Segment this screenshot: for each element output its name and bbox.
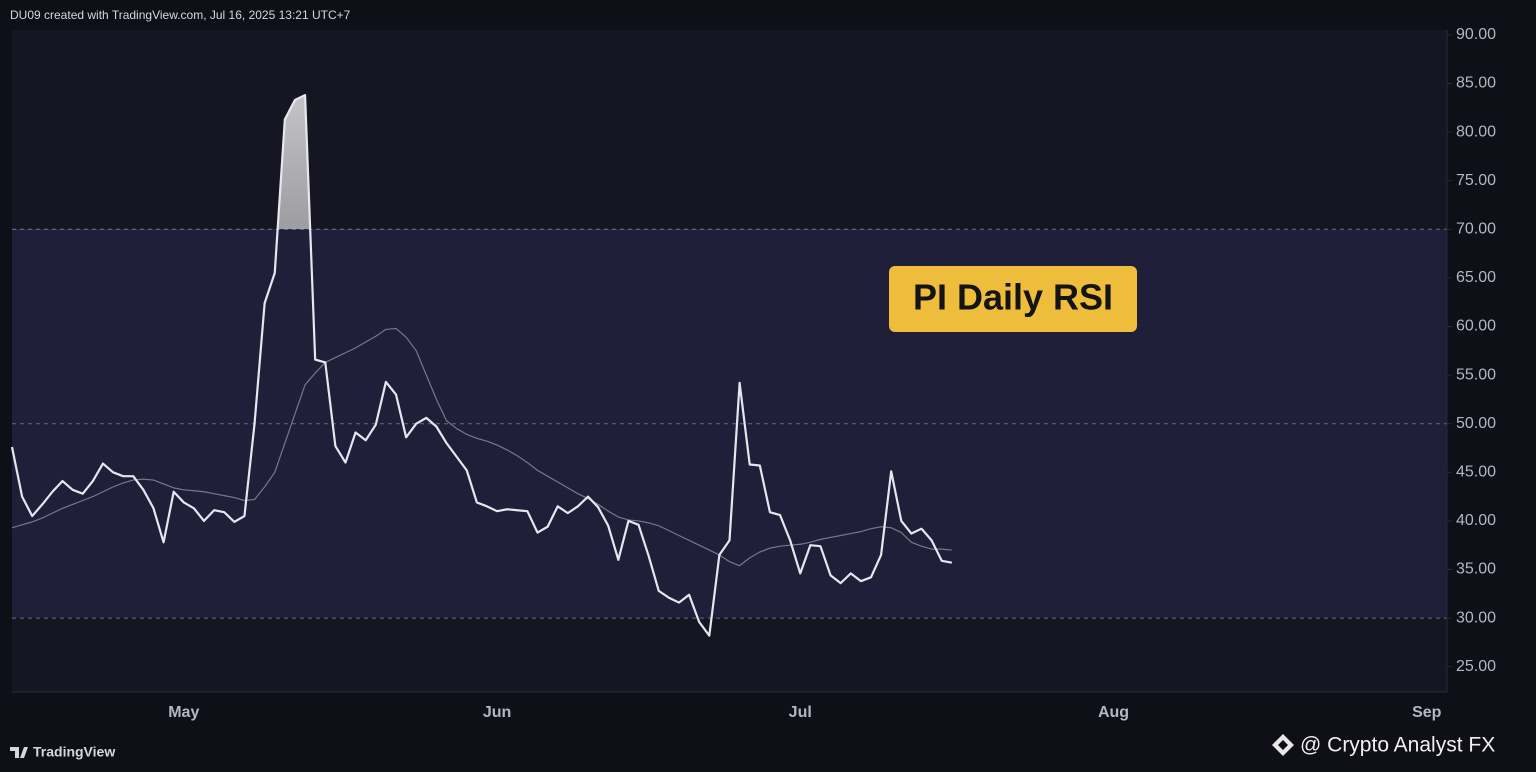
logo-icon [10, 747, 28, 758]
y-tick-label: 80.00 [1456, 123, 1496, 140]
footer-text: TradingView [33, 744, 115, 760]
y-tick-label: 40.00 [1456, 512, 1496, 529]
x-tick-label: Aug [1098, 704, 1129, 721]
annotation-text: PI Daily RSI [913, 277, 1113, 318]
x-tick-label: Jun [483, 704, 511, 721]
y-tick-label: 45.00 [1456, 464, 1496, 481]
x-tick-label: Sep [1412, 704, 1442, 721]
y-tick-label: 90.00 [1456, 26, 1496, 43]
y-tick-label: 30.00 [1456, 609, 1496, 626]
x-tick-label: Jul [789, 704, 812, 721]
footer-logo: TradingView [10, 744, 115, 760]
watermark: @ Crypto Analyst FX [1272, 734, 1495, 757]
y-tick-label: 60.00 [1456, 318, 1496, 335]
rsi-average-line [11, 327, 952, 567]
y-tick-label: 50.00 [1456, 415, 1496, 432]
rsi-line [10, 94, 953, 637]
y-tick-label: 65.00 [1456, 269, 1496, 286]
y-tick-label: 25.00 [1456, 658, 1496, 675]
watermark-icon [1272, 734, 1294, 756]
annotation: PI Daily RSI [889, 266, 1137, 332]
y-tick-label: 35.00 [1456, 561, 1496, 578]
watermark-text: @ Crypto Analyst FX [1300, 734, 1495, 757]
y-tick-label: 75.00 [1456, 172, 1496, 189]
annotation-box [889, 266, 1137, 332]
y-tick-label: 85.00 [1456, 75, 1496, 92]
header-text: DU09 created with TradingView.com, Jul 1… [10, 8, 351, 22]
x-tick-label: May [168, 704, 199, 721]
y-tick-label: 70.00 [1456, 220, 1496, 237]
y-tick-label: 55.00 [1456, 366, 1496, 383]
